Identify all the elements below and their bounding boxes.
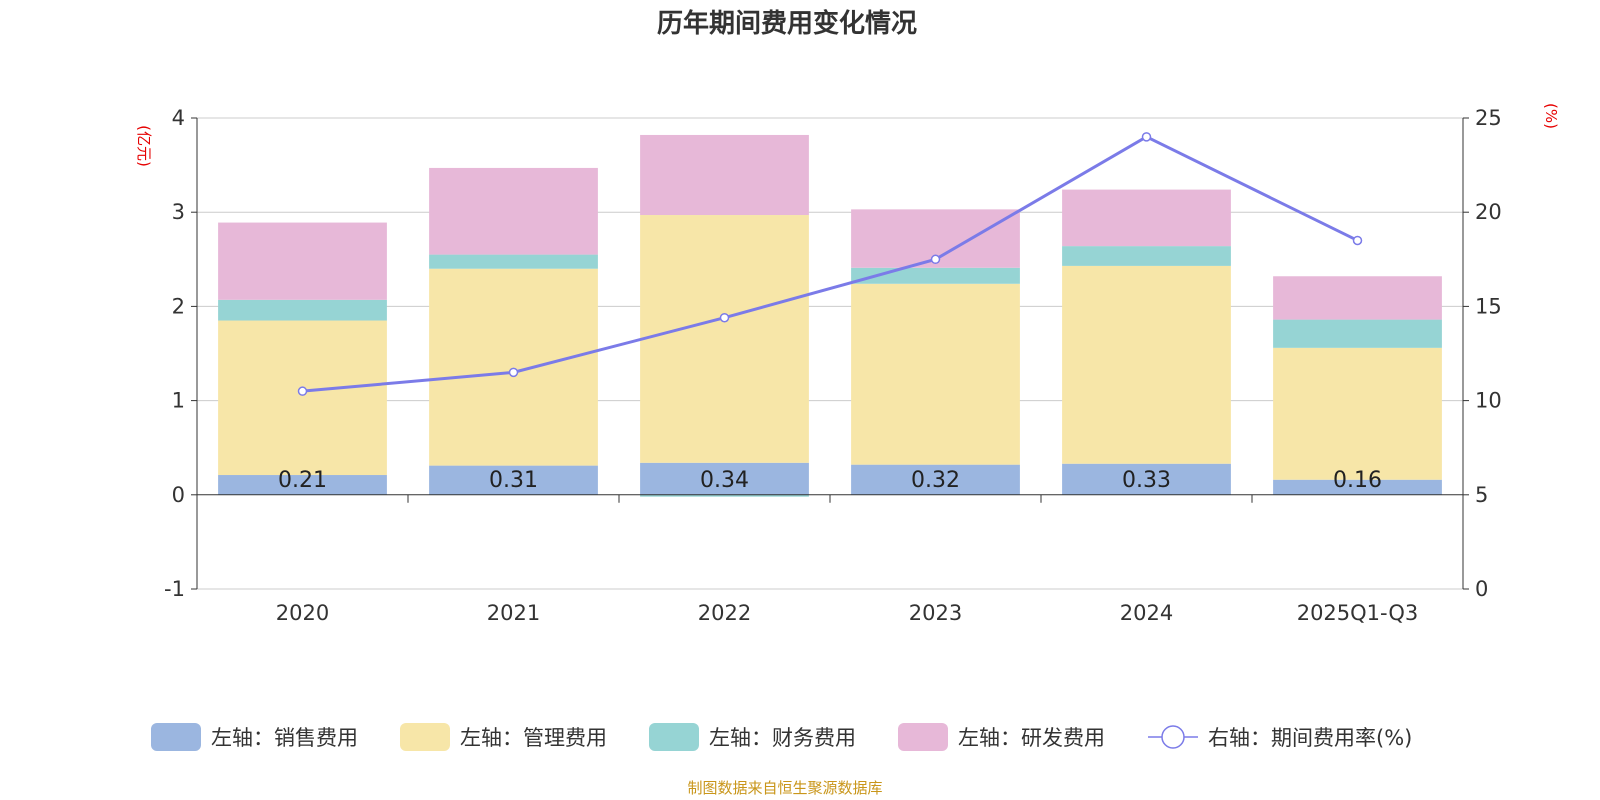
right-axis-tick-label: 15	[1475, 294, 1502, 318]
line-point	[508, 367, 519, 378]
line-series-group	[297, 132, 1363, 396]
data-label: 0.21	[278, 468, 327, 493]
legend-swatch	[898, 723, 948, 751]
legend: 左轴：销售费用 左轴：管理费用 左轴：财务费用 左轴：研发费用 右轴：期间费用率(%)	[151, 723, 1412, 751]
bar-segment	[640, 134, 809, 216]
x-axis-tick-label: 2024	[1120, 601, 1173, 625]
x-axis-tick-label: 2020	[276, 601, 329, 625]
bar-segment	[640, 494, 809, 497]
data-label: 0.31	[489, 468, 538, 493]
left-axis-unit: (亿元)	[135, 125, 153, 167]
bar-segment	[429, 465, 598, 495]
bar-segment	[1062, 463, 1231, 495]
line-point	[297, 386, 308, 396]
x-axis-tick-label: 2025Q1-Q3	[1297, 601, 1419, 625]
bar-segment	[429, 167, 598, 255]
line-point	[930, 254, 941, 265]
bar-segment	[429, 268, 598, 466]
x-axis-tick-label: 2022	[698, 601, 751, 625]
bar-segment	[851, 464, 1020, 495]
bar-segment	[218, 320, 387, 476]
bar-segment	[1062, 189, 1231, 247]
bar-segment	[218, 299, 387, 321]
x-axis-tick-label: 2021	[487, 601, 540, 625]
bar-segment	[1062, 265, 1231, 464]
bar-segment	[1062, 246, 1231, 266]
grid-lines	[197, 117, 1463, 590]
chart-title: 历年期间费用变化情况	[657, 8, 917, 39]
bar-segment	[851, 283, 1020, 465]
bar-segment	[1273, 347, 1442, 480]
bar-segment	[1273, 319, 1442, 348]
legend-label: 左轴：研发费用	[958, 726, 1105, 750]
axes: -1 0 1 2 3 4 0 5 10 15 20 25 2020 2021 2022 2023 2024 202…	[164, 106, 1502, 625]
legend-swatch	[649, 723, 699, 751]
right-axis-tick-label: 0	[1475, 577, 1488, 601]
bar-series-group	[218, 134, 1442, 497]
left-axis-tick-label: 3	[172, 200, 185, 224]
legend-label: 右轴：期间费用率(%)	[1208, 726, 1412, 750]
bar-segment	[429, 254, 598, 269]
legend-swatch	[400, 723, 450, 751]
line-point	[1352, 235, 1363, 246]
expense-rate-line	[302, 135, 1359, 393]
left-axis-tick-label: 1	[172, 389, 185, 413]
bar-segment	[1273, 479, 1442, 495]
x-axis-tick-label: 2023	[909, 601, 962, 625]
source-note: 制图数据来自恒生聚源数据库	[687, 779, 882, 797]
left-axis-tick-label: 4	[172, 106, 185, 130]
legend-label: 左轴：财务费用	[709, 726, 856, 750]
legend-marker	[1161, 725, 1185, 749]
data-label: 0.34	[700, 468, 749, 493]
right-axis-tick-label: 25	[1475, 106, 1502, 130]
bar-segment	[218, 222, 387, 300]
right-axis-unit: (%)	[1542, 103, 1560, 129]
line-point	[1141, 132, 1152, 142]
left-axis-tick-label: -1	[164, 577, 185, 601]
bar-segment	[218, 475, 387, 495]
right-axis-tick-label: 5	[1475, 483, 1488, 507]
bar-segment	[640, 215, 809, 463]
left-axis-tick-label: 0	[172, 483, 185, 507]
legend-swatch	[151, 723, 201, 751]
bar-segment	[640, 462, 809, 495]
data-label: 0.32	[911, 468, 960, 493]
data-label: 0.16	[1333, 468, 1382, 493]
right-axis-tick-label: 10	[1475, 389, 1502, 413]
legend-label: 左轴：管理费用	[460, 726, 607, 750]
line-point	[719, 312, 730, 323]
data-labels: 0.21 0.31 0.34 0.32 0.33 0.16	[278, 468, 1382, 493]
right-axis-tick-label: 20	[1475, 200, 1502, 224]
bar-segment	[1273, 276, 1442, 320]
left-axis-tick-label: 2	[172, 294, 185, 318]
data-label: 0.33	[1122, 468, 1171, 493]
legend-label: 左轴：销售费用	[211, 726, 358, 750]
